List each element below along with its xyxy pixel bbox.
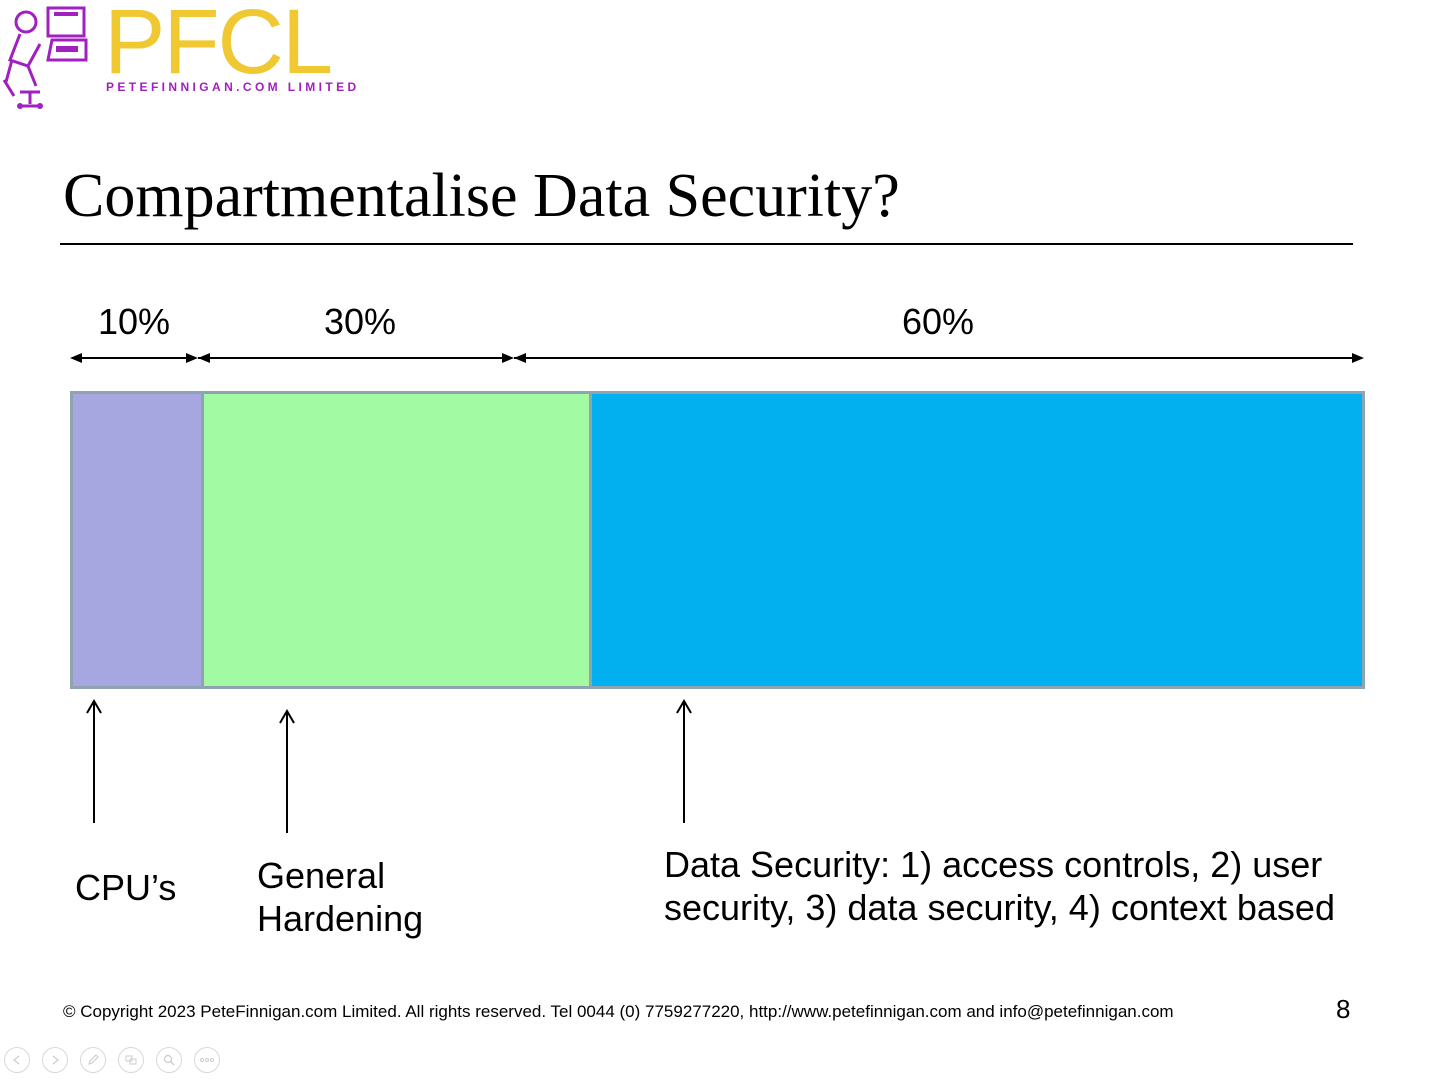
caption-hardening-line1: General	[257, 855, 386, 896]
more-icon[interactable]	[194, 1047, 220, 1073]
pointer-cpu	[86, 699, 102, 823]
slides-icon[interactable]	[118, 1047, 144, 1073]
segment-general-hardening	[201, 394, 590, 686]
pen-icon[interactable]	[80, 1047, 106, 1073]
logo-figure-icon	[0, 0, 96, 112]
percent-label-hardening: 30%	[324, 301, 397, 342]
security-breakdown-bar	[70, 391, 1365, 689]
next-icon[interactable]	[42, 1047, 68, 1073]
pointer-arrows	[86, 699, 692, 833]
pointer-hardening	[279, 709, 295, 833]
percent-label-data-security: 60%	[902, 301, 975, 342]
copyright-footer: © Copyright 2023 PeteFinnigan.com Limite…	[63, 1002, 1174, 1021]
segment-data-security	[589, 394, 1362, 686]
segment-cpu	[73, 394, 202, 686]
title-divider	[60, 243, 1353, 245]
caption-data-security-line2: security, 3) data security, 4) context b…	[664, 887, 1335, 928]
slide-title: Compartmentalise Data Security?	[63, 162, 900, 230]
dimension-arrows	[70, 353, 1364, 363]
pointer-data-security	[676, 699, 692, 823]
page-number: 8	[1336, 994, 1351, 1024]
zoom-icon[interactable]	[156, 1047, 182, 1073]
logo-tagline: PETEFINNIGAN.COM LIMITED	[106, 80, 360, 94]
caption-cpu: CPU’s	[75, 867, 177, 908]
previous-icon[interactable]	[4, 1047, 30, 1073]
caption-hardening-line2: Hardening	[257, 898, 424, 939]
logo-wordmark: PFCL	[104, 0, 333, 93]
caption-data-security-line1: Data Security: 1) access controls, 2) us…	[664, 844, 1323, 885]
percent-label-cpu: 10%	[98, 301, 171, 342]
